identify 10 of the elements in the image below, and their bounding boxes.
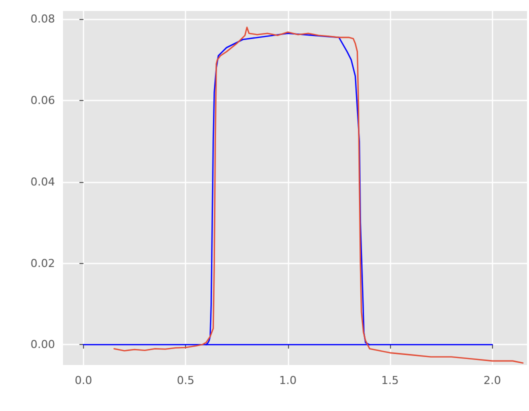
y-tick-label: 0.08 [30, 12, 55, 26]
x-tick-label: 1.5 [381, 374, 399, 387]
x-tick-label: 0.5 [176, 374, 194, 387]
y-tick-label: 0.04 [30, 175, 55, 188]
x-tick-label: 1.0 [279, 374, 297, 387]
x-tick-label: 0.0 [74, 374, 92, 387]
y-tick-label: 0.00 [30, 338, 55, 352]
y-tick-label: 0.06 [30, 94, 55, 108]
y-tick-label: 0.02 [30, 256, 55, 270]
x-tick-label: 2.0 [484, 374, 501, 387]
